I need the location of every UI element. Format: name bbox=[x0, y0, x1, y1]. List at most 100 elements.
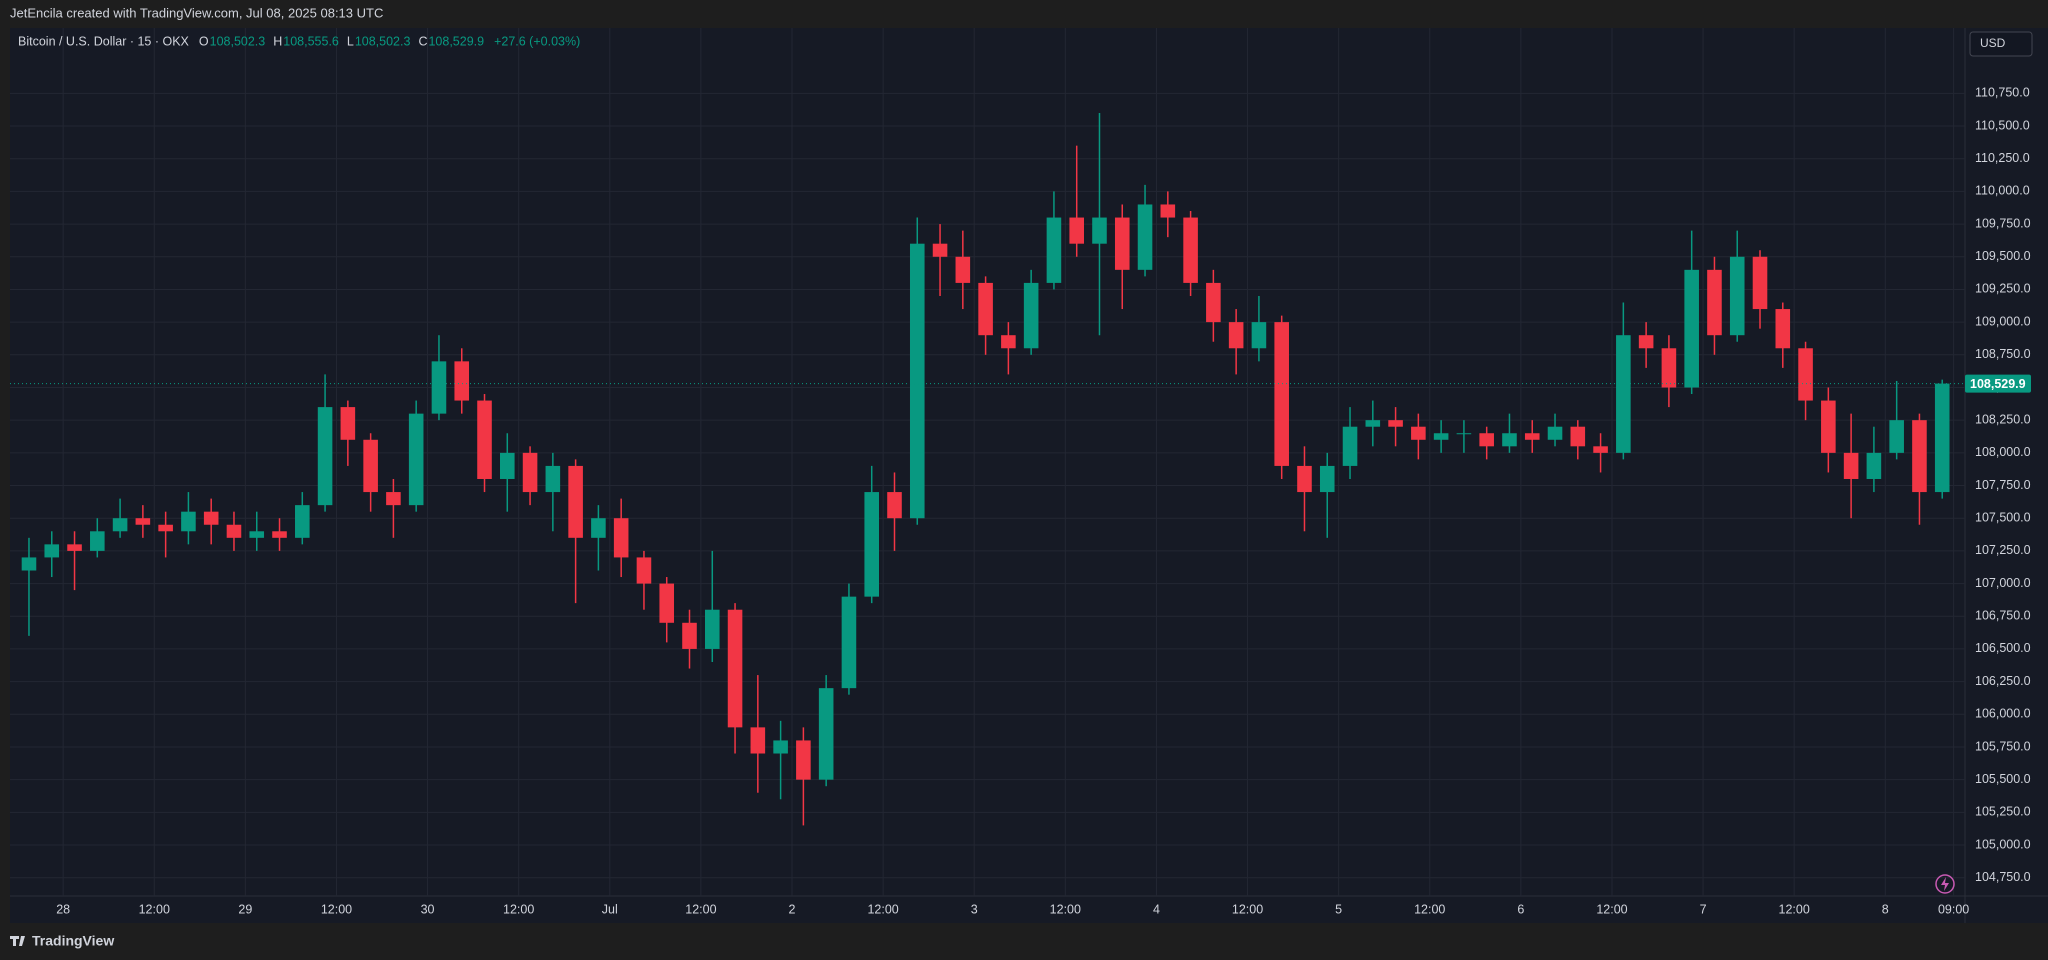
y-tick-label: 110,750.0 bbox=[1975, 86, 2030, 100]
candle-body bbox=[1752, 256, 1768, 310]
currency[interactable]: USD bbox=[1980, 36, 2006, 50]
x-tick-label: 12:00 bbox=[685, 902, 716, 916]
candle-body bbox=[1251, 322, 1267, 349]
alert-icon[interactable] bbox=[1935, 874, 1955, 894]
candle-body bbox=[1570, 426, 1586, 447]
plot-background bbox=[10, 28, 2048, 923]
legend-key: L bbox=[347, 34, 354, 48]
y-tick-label: 106,000.0 bbox=[1975, 707, 2031, 721]
candle-body bbox=[659, 583, 675, 623]
candle-body bbox=[1684, 269, 1699, 388]
candle-body bbox=[636, 557, 652, 584]
candle-body bbox=[1547, 426, 1563, 440]
candle-body bbox=[1775, 309, 1791, 349]
candle-body bbox=[90, 531, 105, 551]
legend-value: 108,502.3 bbox=[210, 34, 266, 48]
legend-key: O bbox=[199, 34, 209, 48]
candle-body bbox=[363, 439, 378, 493]
candle-body bbox=[340, 407, 356, 440]
x-tick-label: 7 bbox=[1700, 902, 1707, 916]
x-tick-label: 2 bbox=[789, 902, 796, 916]
y-tick-label: 109,750.0 bbox=[1975, 216, 2031, 230]
candle-body bbox=[1206, 282, 1221, 323]
candle-body bbox=[955, 256, 971, 283]
candle-body bbox=[1023, 282, 1039, 349]
candle-body bbox=[500, 452, 515, 479]
currency-button[interactable] bbox=[1969, 31, 2033, 57]
y-tick-label: 107,500.0 bbox=[1975, 511, 2031, 525]
candle-body bbox=[1388, 420, 1403, 427]
x-tick-label: 30 bbox=[421, 902, 435, 916]
y-tick-label: 107,750.0 bbox=[1975, 478, 2031, 492]
logo bbox=[10, 936, 25, 946]
candle-body bbox=[386, 492, 401, 506]
x-tick-label: 12:00 bbox=[139, 902, 170, 916]
candle-body bbox=[272, 531, 287, 538]
candle-body bbox=[1889, 420, 1904, 453]
y-tick-label: 104,750.0 bbox=[1975, 870, 2031, 884]
y-tick-label: 108,250.0 bbox=[1975, 412, 2031, 426]
x-tick-label: 28 bbox=[56, 902, 70, 916]
candle-body bbox=[773, 740, 788, 754]
candle-body bbox=[21, 557, 37, 571]
candles bbox=[21, 112, 1950, 826]
legend-value: 108,555.6 bbox=[283, 34, 339, 48]
candle-body bbox=[249, 531, 265, 538]
candle-body bbox=[704, 609, 720, 649]
candle-body bbox=[1524, 433, 1540, 440]
x-tick-label: 12:00 bbox=[867, 902, 898, 916]
candle-body bbox=[909, 243, 925, 519]
x-tick-label: 29 bbox=[238, 902, 252, 916]
y-tick-label: 105,250.0 bbox=[1975, 805, 2031, 819]
y-tick-label: 110,250.0 bbox=[1975, 151, 2030, 165]
x-tick-label: 09:00 bbox=[1938, 902, 1969, 916]
candle-body bbox=[818, 688, 834, 780]
x-tick-label: 8 bbox=[1882, 902, 1889, 916]
x-tick-label: 12:00 bbox=[1596, 902, 1627, 916]
candle-body bbox=[317, 407, 333, 506]
x-tick-label: 6 bbox=[1517, 902, 1524, 916]
grid bbox=[10, 28, 1965, 896]
legend-title: Bitcoin / U.S. Dollar · 15 · OKX bbox=[18, 34, 190, 48]
candle-body bbox=[1638, 335, 1654, 349]
x-tick-label: 12:00 bbox=[1050, 902, 1081, 916]
legend-key: C bbox=[418, 34, 427, 48]
candle-body bbox=[226, 524, 242, 538]
candle-body bbox=[431, 361, 447, 414]
candle-body bbox=[796, 740, 811, 780]
x-tick-label: 12:00 bbox=[1232, 902, 1263, 916]
candle-body bbox=[1707, 269, 1722, 336]
y-tick-label: 107,250.0 bbox=[1975, 543, 2031, 557]
candle-body bbox=[1319, 465, 1335, 493]
alert-bolt bbox=[1941, 877, 1949, 891]
candle-body bbox=[1069, 217, 1084, 244]
candle-body bbox=[522, 452, 538, 493]
x-tick-label: 12:00 bbox=[321, 902, 352, 916]
y-tick-label: 105,750.0 bbox=[1975, 739, 2031, 753]
candle-body bbox=[1479, 433, 1494, 447]
candle-body bbox=[932, 243, 948, 257]
candle-body bbox=[1160, 204, 1176, 218]
candle-body bbox=[1502, 433, 1517, 447]
candle-body bbox=[568, 465, 583, 538]
last-price-tag bbox=[1965, 374, 2031, 393]
last-price-label: 108,529.9 bbox=[1970, 377, 2026, 391]
candle-body bbox=[545, 465, 561, 493]
candle-body bbox=[613, 518, 629, 558]
candle-body bbox=[135, 518, 151, 525]
candle-body bbox=[727, 609, 743, 728]
candle-body bbox=[44, 544, 60, 558]
x-tick-label: 12:00 bbox=[1779, 902, 1810, 916]
candle-body bbox=[477, 400, 492, 479]
candle-body bbox=[1456, 433, 1472, 435]
candle-body bbox=[1046, 217, 1062, 283]
candle-body bbox=[978, 282, 993, 336]
candle-body bbox=[1661, 348, 1677, 388]
candle-body bbox=[295, 505, 310, 538]
y-tick-label: 105,500.0 bbox=[1975, 772, 2031, 786]
candle-body bbox=[1297, 465, 1312, 493]
candle-body bbox=[158, 524, 173, 532]
candle-body bbox=[1411, 426, 1426, 440]
